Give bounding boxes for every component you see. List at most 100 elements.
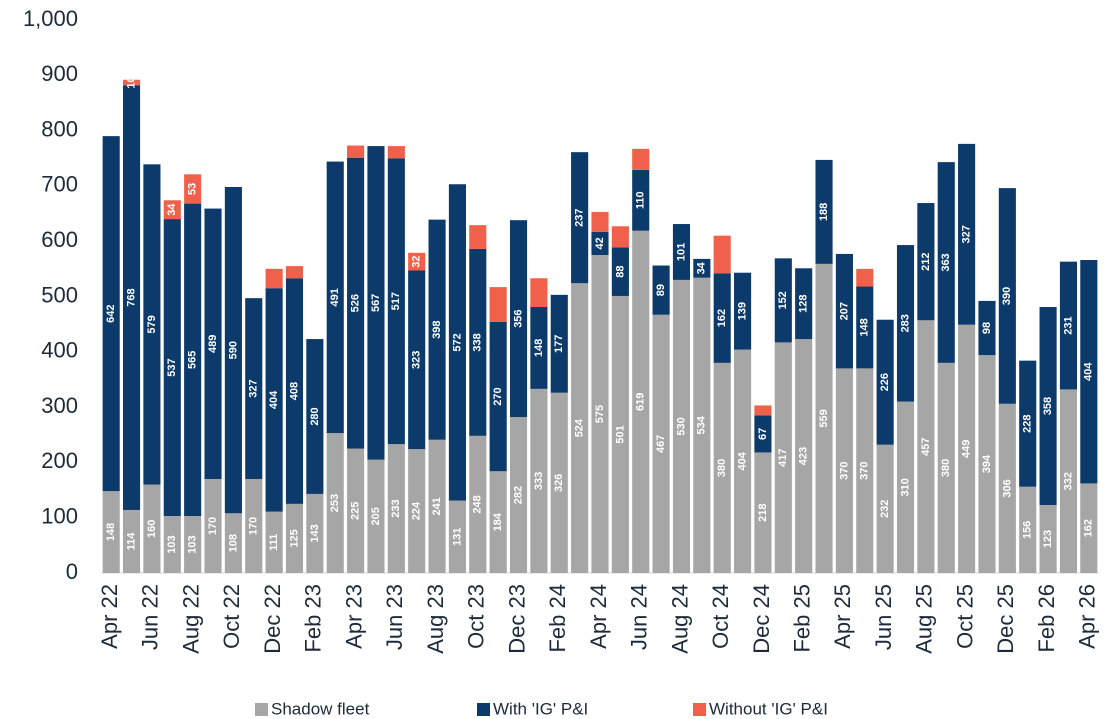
bar-segment bbox=[489, 471, 507, 573]
bar-segment bbox=[856, 268, 874, 287]
bar-segment bbox=[1039, 504, 1057, 573]
legend-swatch bbox=[477, 703, 490, 716]
value-label: 139 bbox=[736, 302, 748, 320]
bar-segment bbox=[428, 219, 446, 440]
bar-segment bbox=[856, 368, 874, 573]
bar-segment bbox=[734, 272, 752, 350]
x-tick-label: Jun 25 bbox=[871, 584, 896, 650]
value-label: 417 bbox=[777, 449, 789, 467]
value-label: 449 bbox=[961, 440, 973, 458]
value-label: 283 bbox=[899, 314, 911, 332]
value-label: 253 bbox=[329, 494, 341, 512]
value-label: 152 bbox=[777, 291, 789, 309]
bar-segment bbox=[795, 339, 813, 573]
value-label: 310 bbox=[899, 478, 911, 496]
bar-segment bbox=[224, 187, 242, 514]
legend-label: Shadow fleet bbox=[271, 699, 370, 718]
value-label: 333 bbox=[533, 472, 545, 490]
bar-segment bbox=[795, 268, 813, 340]
bar-segment bbox=[571, 152, 589, 284]
value-label: 457 bbox=[920, 437, 932, 455]
bar-segment bbox=[917, 203, 935, 321]
legend-label: With 'IG' P&I bbox=[493, 699, 588, 718]
bar-segment bbox=[489, 287, 507, 322]
value-label: 370 bbox=[838, 462, 850, 480]
value-label: 491 bbox=[329, 288, 341, 306]
bar-segment bbox=[428, 439, 446, 573]
bar-segment bbox=[408, 449, 426, 573]
value-label: 323 bbox=[411, 351, 423, 369]
value-label: 380 bbox=[716, 459, 728, 477]
bar-segment bbox=[591, 231, 609, 256]
value-label: 575 bbox=[594, 405, 606, 423]
bar-segment bbox=[224, 513, 242, 573]
value-label: 103 bbox=[187, 535, 199, 553]
value-label: 143 bbox=[309, 524, 321, 542]
x-tick-label: Oct 22 bbox=[219, 584, 244, 649]
x-tick-label: Apr 26 bbox=[1075, 584, 1100, 649]
value-label: 34 bbox=[166, 203, 178, 216]
x-tick-label: Jun 24 bbox=[627, 584, 652, 650]
value-label: 67 bbox=[757, 428, 769, 440]
bar-segment bbox=[306, 339, 324, 494]
value-label: 89 bbox=[655, 284, 667, 296]
value-label: 537 bbox=[166, 358, 178, 376]
bar-segment bbox=[347, 448, 365, 573]
bar-segment bbox=[611, 247, 629, 296]
value-label: 567 bbox=[370, 294, 382, 312]
bar-segment bbox=[469, 435, 487, 573]
bar-segment bbox=[367, 459, 385, 573]
value-label: 188 bbox=[818, 203, 830, 221]
value-label: 160 bbox=[146, 520, 158, 538]
bar-segment bbox=[530, 388, 548, 573]
x-tick-label: Dec 23 bbox=[504, 584, 529, 654]
bar-segment bbox=[713, 273, 731, 363]
bar-segment bbox=[326, 161, 344, 434]
bar-segment bbox=[591, 255, 609, 573]
bar-segment bbox=[1080, 260, 1098, 484]
bar-segment bbox=[815, 263, 833, 573]
bar-segment bbox=[204, 478, 222, 573]
bar-segment bbox=[469, 225, 487, 249]
bar-segment bbox=[632, 230, 650, 573]
bar-segment bbox=[754, 452, 772, 573]
bar-segment bbox=[754, 405, 772, 416]
value-label: 390 bbox=[1001, 287, 1013, 305]
value-label: 327 bbox=[961, 225, 973, 243]
bar-segment bbox=[591, 211, 609, 232]
y-tick-label: 0 bbox=[66, 559, 78, 584]
legend-label: Without 'IG' P&I bbox=[709, 699, 828, 718]
bar-segment bbox=[856, 286, 874, 369]
x-tick-label: Aug 23 bbox=[423, 584, 448, 654]
value-label: 370 bbox=[859, 462, 871, 480]
bar-segment bbox=[998, 403, 1016, 573]
y-tick-label: 600 bbox=[41, 227, 78, 252]
value-label: 34 bbox=[696, 261, 708, 274]
bar-segment bbox=[245, 478, 263, 573]
value-label: 524 bbox=[574, 418, 586, 437]
x-tick-label: Feb 23 bbox=[301, 584, 326, 653]
value-label: 338 bbox=[472, 333, 484, 351]
x-tick-label: Feb 25 bbox=[789, 584, 814, 653]
value-label: 501 bbox=[614, 425, 626, 443]
bar-segment bbox=[265, 511, 283, 573]
value-label: 110 bbox=[635, 191, 647, 209]
value-label: 125 bbox=[288, 529, 300, 547]
bar-segment bbox=[571, 283, 589, 573]
value-label: 205 bbox=[370, 507, 382, 525]
bar-segment bbox=[896, 401, 915, 573]
bar-segment bbox=[937, 162, 955, 363]
value-label: 226 bbox=[879, 373, 891, 391]
bar-segment bbox=[815, 159, 833, 264]
value-label: 131 bbox=[451, 528, 463, 546]
value-label: 590 bbox=[227, 341, 239, 359]
y-tick-label: 400 bbox=[41, 338, 78, 363]
bar-segment bbox=[1019, 486, 1037, 573]
value-label: 394 bbox=[981, 454, 993, 473]
bar-segment bbox=[835, 253, 853, 369]
bar-segment bbox=[122, 85, 141, 510]
y-tick-label: 300 bbox=[41, 393, 78, 418]
value-label: 467 bbox=[655, 435, 667, 453]
value-label: 231 bbox=[1062, 316, 1074, 334]
